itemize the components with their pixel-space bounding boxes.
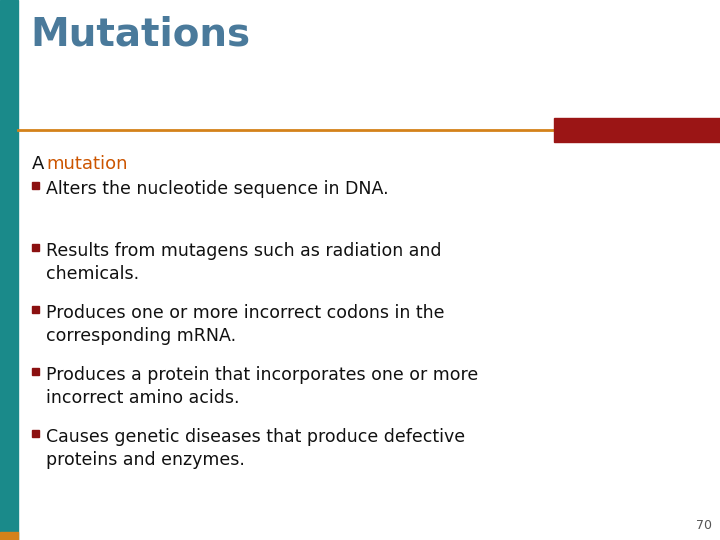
Bar bbox=[0, 0, 18, 540]
Text: Produces a protein that incorporates one or more
incorrect amino acids.: Produces a protein that incorporates one… bbox=[46, 366, 478, 407]
Text: 70: 70 bbox=[696, 519, 712, 532]
Bar bbox=[0, 532, 18, 540]
Bar bbox=[32, 430, 39, 437]
Text: Alters the nucleotide sequence in DNA.: Alters the nucleotide sequence in DNA. bbox=[46, 180, 389, 198]
Bar bbox=[32, 182, 39, 189]
Bar bbox=[32, 244, 39, 251]
Text: Causes genetic diseases that produce defective
proteins and enzymes.: Causes genetic diseases that produce def… bbox=[46, 428, 465, 469]
Text: mutation: mutation bbox=[46, 155, 127, 173]
Text: Results from mutagens such as radiation and
chemicals.: Results from mutagens such as radiation … bbox=[46, 242, 441, 283]
Text: Produces one or more incorrect codons in the
corresponding mRNA.: Produces one or more incorrect codons in… bbox=[46, 304, 444, 345]
Bar bbox=[32, 368, 39, 375]
Bar bbox=[32, 306, 39, 313]
Text: Mutations: Mutations bbox=[30, 15, 250, 53]
Text: A: A bbox=[32, 155, 50, 173]
Bar bbox=[554, 118, 720, 142]
